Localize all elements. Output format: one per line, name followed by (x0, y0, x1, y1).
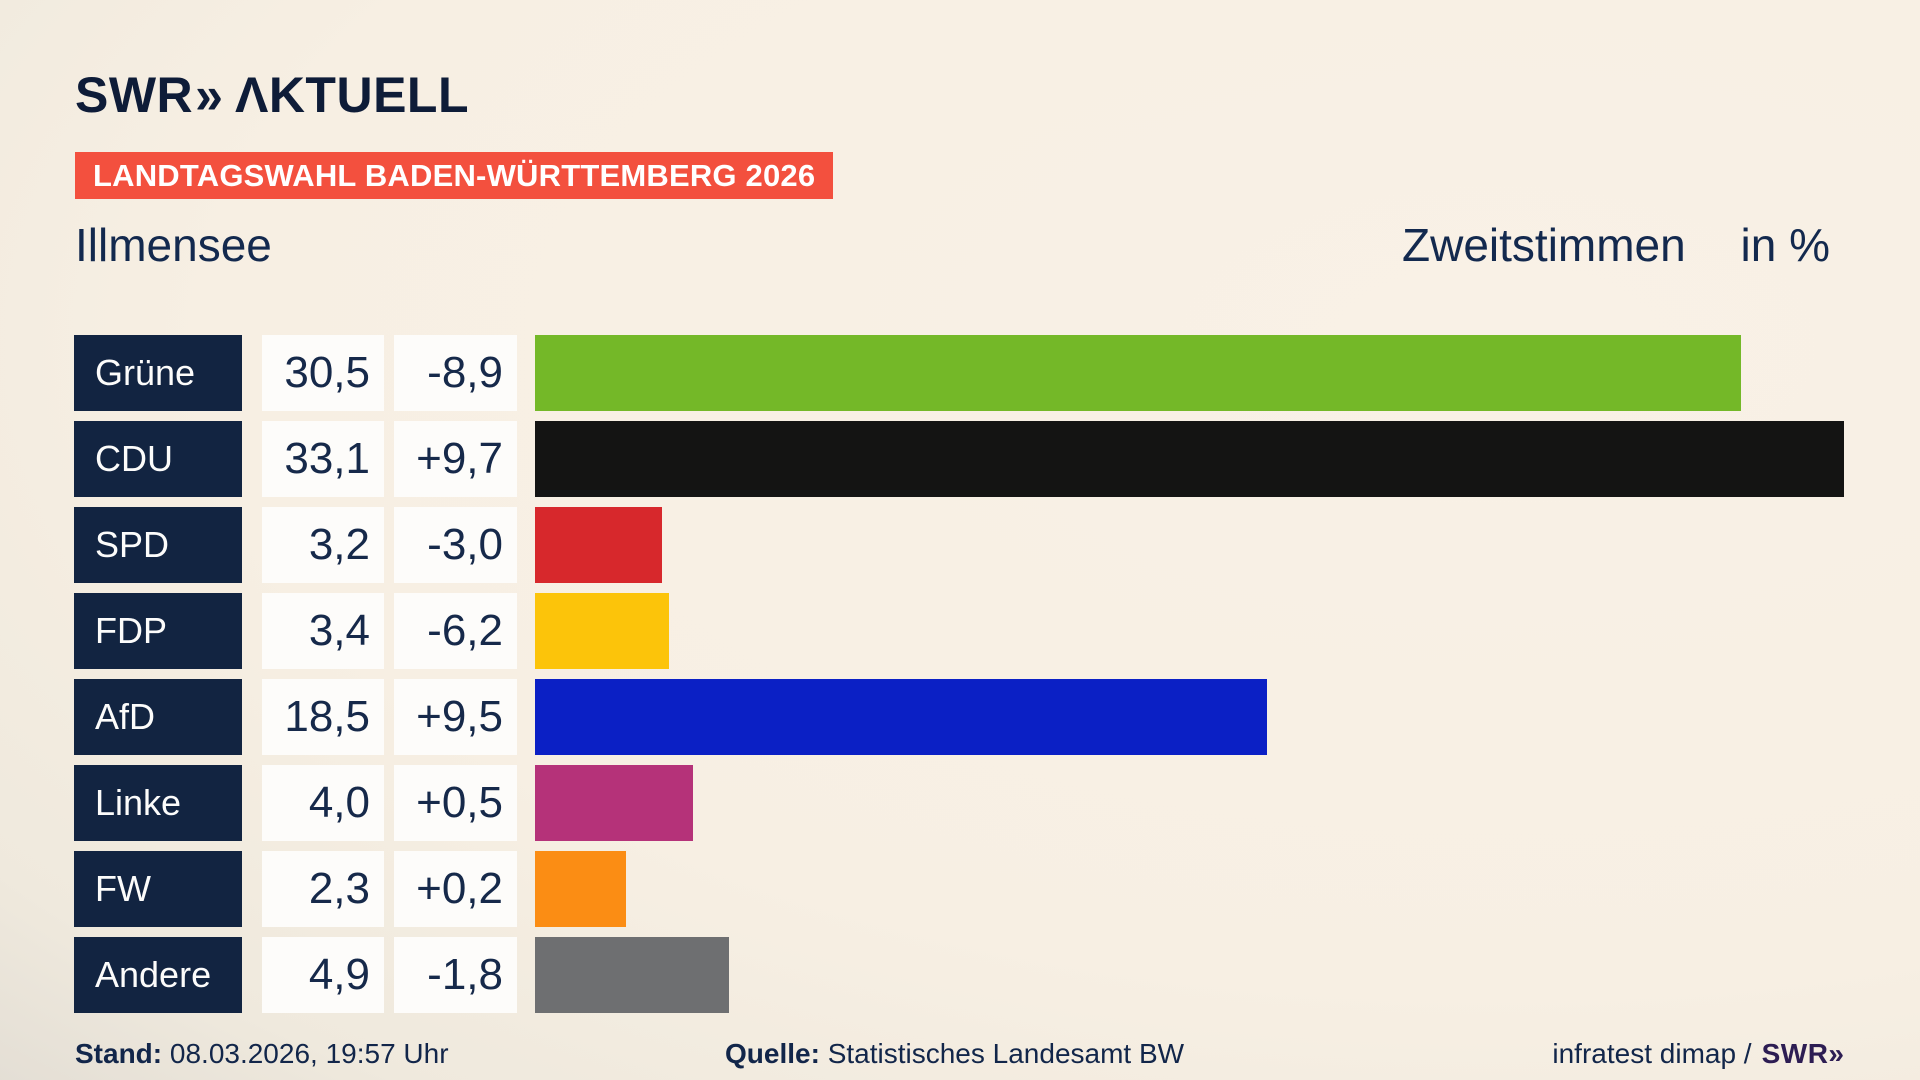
party-label: Linke (74, 765, 242, 841)
swr-logo-text: SWR (1761, 1038, 1829, 1069)
party-change: -3,0 (394, 507, 517, 583)
election-banner: LANDTAGSWAHL BADEN-WÜRTTEMBERG 2026 (75, 152, 834, 199)
party-value: 2,3 (262, 851, 384, 927)
swr-logo-chevrons-icon: » (1828, 1038, 1844, 1069)
title-row: Illmensee Zweitstimmen in % (75, 218, 1830, 272)
party-change: -6,2 (394, 593, 517, 669)
party-value: 30,5 (262, 335, 384, 411)
party-row: Grüne 30,5 -8,9 (74, 335, 1920, 411)
stand-timestamp: Stand: 08.03.2026, 19:57 Uhr (75, 1038, 449, 1070)
party-change: -8,9 (394, 335, 517, 411)
party-row: Andere 4,9 -1,8 (74, 937, 1920, 1013)
party-label: AfD (74, 679, 242, 755)
party-row: SPD 3,2 -3,0 (74, 507, 1920, 583)
party-row: Linke 4,0 +0,5 (74, 765, 1920, 841)
footer: Stand: 08.03.2026, 19:57 Uhr Quelle: Sta… (0, 1038, 1920, 1080)
party-row: AfD 18,5 +9,5 (74, 679, 1920, 755)
result-bar (535, 851, 626, 927)
party-label: CDU (74, 421, 242, 497)
region-title: Illmensee (75, 219, 272, 271)
party-row: FW 2,3 +0,2 (74, 851, 1920, 927)
source-note: Quelle: Statistisches Landesamt BW (725, 1038, 1184, 1070)
party-change: +0,5 (394, 765, 517, 841)
credit-text: infratest dimap / (1552, 1038, 1752, 1069)
party-label: Grüne (74, 335, 242, 411)
party-label: SPD (74, 507, 242, 583)
swr-aktuell-logo: SWR» ΛKTUELL (75, 65, 470, 125)
party-value: 4,9 (262, 937, 384, 1013)
party-label: Andere (74, 937, 242, 1013)
party-row: CDU 33,1 +9,7 (74, 421, 1920, 497)
result-bar (535, 335, 1742, 411)
swr-logo-small: SWR» (1761, 1038, 1844, 1070)
logo-aktuell-text: ΛKTUELL (234, 67, 470, 123)
logo-swr-text: SWR (75, 67, 194, 123)
party-value: 3,4 (262, 593, 384, 669)
result-bar (535, 421, 1845, 497)
result-bar (535, 507, 662, 583)
party-change: +9,7 (394, 421, 517, 497)
party-value: 4,0 (262, 765, 384, 841)
result-bar (535, 593, 670, 669)
measure-title: Zweitstimmen in % (1402, 218, 1830, 272)
source-value: Statistisches Landesamt BW (827, 1038, 1185, 1069)
party-row: FDP 3,4 -6,2 (74, 593, 1920, 669)
result-bar (535, 679, 1267, 755)
party-change: +9,5 (394, 679, 517, 755)
party-label: FDP (74, 593, 242, 669)
party-value: 33,1 (262, 421, 384, 497)
stand-label: Stand: (75, 1038, 163, 1069)
credit-note: infratest dimap / SWR» (1552, 1038, 1844, 1070)
result-bar (535, 765, 694, 841)
chart-rows: Grüne 30,5 -8,9 CDU 33,1 +9,7 SPD 3,2 -3,0 FDP 3,4… (74, 335, 1920, 1013)
unit-label: in % (1740, 219, 1830, 271)
measure-label: Zweitstimmen (1402, 219, 1686, 271)
double-chevron-icon: » (195, 65, 223, 125)
party-change: +0,2 (394, 851, 517, 927)
result-bar (535, 937, 729, 1013)
source-label: Quelle: (725, 1038, 820, 1069)
party-value: 3,2 (262, 507, 384, 583)
party-label: FW (74, 851, 242, 927)
party-value: 18,5 (262, 679, 384, 755)
party-change: -1,8 (394, 937, 517, 1013)
stand-value: 08.03.2026, 19:57 Uhr (169, 1038, 449, 1069)
